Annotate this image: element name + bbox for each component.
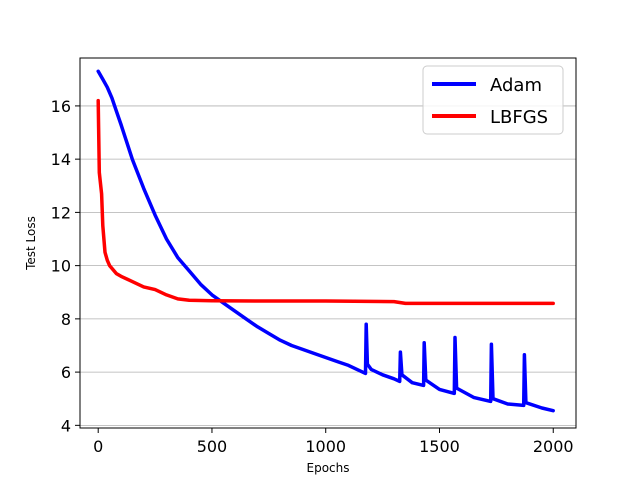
plot-area-frame xyxy=(79,57,577,429)
legend-label-adam: Adam xyxy=(490,75,542,96)
y-tick-label: 16 xyxy=(51,97,71,116)
x-axis-ticks: 0 500 1000 1500 2000 xyxy=(93,428,574,456)
series-line-lbfgs xyxy=(96,98,555,306)
series-lines xyxy=(96,69,555,413)
y-tick-label: 8 xyxy=(61,310,71,329)
legend-label-lbfgs: LBFGS xyxy=(490,107,548,128)
x-tick-label: 2000 xyxy=(533,437,574,456)
y-axis-ticks: 4 6 8 10 12 14 16 xyxy=(51,97,80,435)
y-tick-label: 12 xyxy=(51,203,71,222)
x-tick-label: 500 xyxy=(197,437,228,456)
y-tick-label: 4 xyxy=(61,416,71,435)
y-tick-label: 10 xyxy=(51,257,71,276)
x-axis-label: Epochs xyxy=(307,461,350,475)
legend: Adam LBFGS xyxy=(422,65,564,135)
y-tick-label: 14 xyxy=(51,150,71,169)
x-tick-label: 1500 xyxy=(419,437,460,456)
y-axis-label: Test Loss xyxy=(24,216,38,271)
series-line-adam xyxy=(96,69,555,413)
y-tick-label: 6 xyxy=(61,363,71,382)
x-tick-label: 0 xyxy=(93,437,103,456)
x-tick-label: 1000 xyxy=(305,437,346,456)
